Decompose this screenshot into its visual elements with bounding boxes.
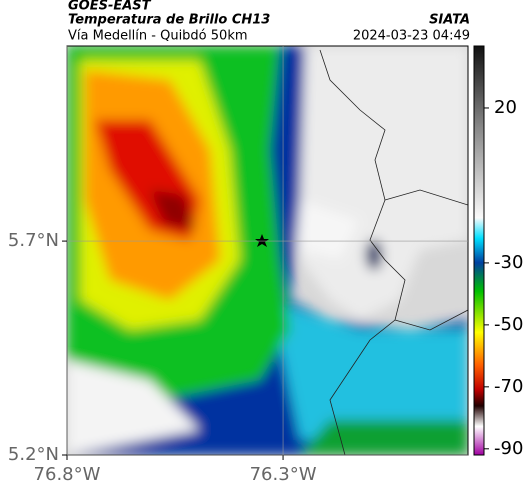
- x-tick-label: 76.8°W: [34, 464, 101, 485]
- colorbar-tick-label: 20: [494, 97, 517, 118]
- y-tick-label: 5.2°N: [8, 444, 59, 465]
- colorbar-tick-label: -30: [494, 252, 523, 273]
- source: SIATA: [429, 13, 470, 28]
- satellite-image: [67, 46, 468, 455]
- y-tick-label: 5.7°N: [8, 230, 59, 251]
- location-star: [255, 234, 269, 247]
- colorbar-tick-label: -90: [494, 438, 523, 459]
- timestamp: 2024-03-23 04:49: [353, 29, 470, 44]
- x-tick-label: 76.3°W: [250, 464, 317, 485]
- subtitle: Temperatura de Brillo CH13: [68, 13, 270, 28]
- colorbar-tick-label: -50: [494, 314, 523, 335]
- region: Vía Medellín - Quibdó 50km: [68, 29, 248, 44]
- title: GOES-EAST: [68, 0, 152, 14]
- colorbar-tick-label: -70: [494, 376, 523, 397]
- colorbar: [473, 45, 485, 456]
